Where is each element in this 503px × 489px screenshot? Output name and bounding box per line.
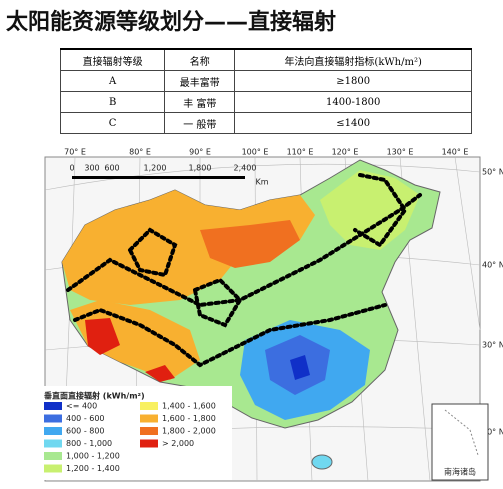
latitude-label: 50° N [482,168,503,177]
longitude-label: 80° E [129,148,151,157]
legend-label: 800 - 1,000 [66,439,112,448]
latitude-label: 20° N [482,428,503,437]
legend-swatch [44,452,62,460]
legend-label: 600 - 800 [66,427,105,436]
cell: 一 般带 [164,112,236,134]
table: 直接辐射等级 名称 年法向直接辐射指标(kWh/m²) A 最丰富带 ≥1800 B 丰 富带… [59,48,472,134]
legend-label: <= 400 [66,402,97,411]
longitude-label: 120° E [332,148,359,157]
legend-swatch [44,439,62,448]
cell: ≤1400 [234,112,472,134]
legend-swatch [140,427,158,435]
longitude-label: 70° E [64,148,86,157]
legend-swatch [44,414,62,423]
scale-label: 0 [69,164,74,173]
region [290,355,310,380]
legend-title: 垂直面直接辐射 (kWh/m²) [44,391,145,401]
inset [431,403,489,481]
longitude-label: 130° E [387,148,414,157]
header-row: 直接辐射等级 名称 年法向直接辐射指标(kWh/m²) [59,48,472,71]
legend: <= 400 400 - 600 600 - 800 800 - 1,000 1,000… [44,402,216,473]
scale-label: 1,800 [189,164,212,173]
region [145,365,175,382]
scale-label: 600 [104,164,119,173]
labels: 70° E 80° E 90° E 100° E 110° E 120° E 130° E 1… [64,148,503,437]
legend-swatch [44,427,62,435]
legend-label: 1,600 - 1,800 [162,414,216,423]
longitude-label: 90° E [189,148,211,157]
scale-label: Km [255,178,268,187]
legend-label: 1,000 - 1,200 [66,452,120,461]
legend-label: > 2,000 [162,439,194,448]
legend-box [40,386,232,480]
legend-swatch [44,464,62,473]
legend-swatch [44,402,62,410]
legend-swatch [140,402,158,410]
boundary [66,173,422,368]
scale-bar [72,176,245,179]
legend-label: 1,400 - 1,600 [162,402,216,411]
scale-label: 2,400 [234,164,257,173]
longitude-label: 100° E [242,148,269,157]
legend-swatch [140,439,158,448]
cell: C [59,112,166,134]
region [85,318,120,355]
inset-line [444,409,479,456]
hainan [311,454,333,470]
title: 太阳能资源等级划分——直接辐射 [6,10,337,35]
scale-label: 300 [84,164,99,173]
region [62,190,315,305]
region [200,220,300,268]
longitude-label: 110° E [287,148,314,157]
latitude-label: 40° N [482,261,503,270]
scale-label: 1,200 [144,164,167,173]
legend-label: 1,800 - 2,000 [162,427,216,436]
latitude-label: 30° N [482,341,503,350]
legend-swatch [140,414,158,423]
longitude-label: 140° E [442,148,469,157]
cell: 最丰富带 [164,70,236,92]
legend-label: 400 - 600 [66,414,105,423]
inset-label: 南海诸岛 [444,467,476,477]
region [320,170,420,250]
legend-label: 1,200 - 1,400 [66,464,120,473]
